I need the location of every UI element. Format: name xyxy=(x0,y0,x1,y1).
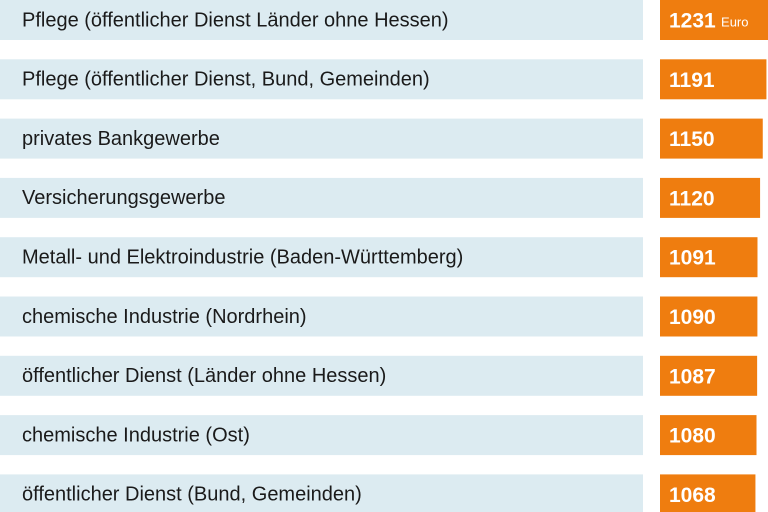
bar xyxy=(660,118,763,159)
category-label: chemische Industrie (Ost) xyxy=(22,424,250,446)
value-label: 1150 xyxy=(669,128,715,151)
category-label: privates Bankgewerbe xyxy=(22,128,220,150)
category-label: öffentlicher Dienst (Länder ohne Hessen) xyxy=(22,365,386,387)
value-label: 1068 xyxy=(669,484,716,507)
row-band xyxy=(0,237,643,278)
row-band xyxy=(0,355,643,396)
bar xyxy=(660,474,756,512)
category-label: öffentlicher Dienst (Bund, Gemeinden) xyxy=(22,484,362,506)
value-label: 1090 xyxy=(669,306,716,329)
category-label: Metall- und Elektroindustrie (Baden-Würt… xyxy=(22,246,463,268)
row-band xyxy=(0,415,643,456)
bar xyxy=(660,415,757,456)
bar xyxy=(660,177,761,218)
category-label: chemische Industrie (Nordrhein) xyxy=(22,306,307,328)
value-label: 1091 xyxy=(669,247,716,270)
bar xyxy=(660,59,767,100)
row-band xyxy=(0,474,643,512)
row-band xyxy=(0,0,643,40)
row-band xyxy=(0,296,643,337)
bar xyxy=(660,237,758,278)
value-label: 1120 xyxy=(669,187,715,210)
value-label: 1080 xyxy=(669,425,716,448)
unit-label: Euro xyxy=(721,14,748,29)
row-band xyxy=(0,118,643,159)
bar xyxy=(660,355,758,396)
bar xyxy=(660,296,758,337)
bar xyxy=(660,0,768,40)
category-label: Pflege (öffentlicher Dienst Länder ohne … xyxy=(22,9,449,31)
value-label: 1191 xyxy=(669,69,715,92)
category-label: Versicherungsgewerbe xyxy=(22,187,225,209)
value-label: 1231 xyxy=(669,10,716,33)
row-band xyxy=(0,59,643,100)
category-label: Pflege (öffentlicher Dienst, Bund, Gemei… xyxy=(22,69,430,91)
row-band xyxy=(0,177,643,218)
value-label: 1087 xyxy=(669,365,716,388)
